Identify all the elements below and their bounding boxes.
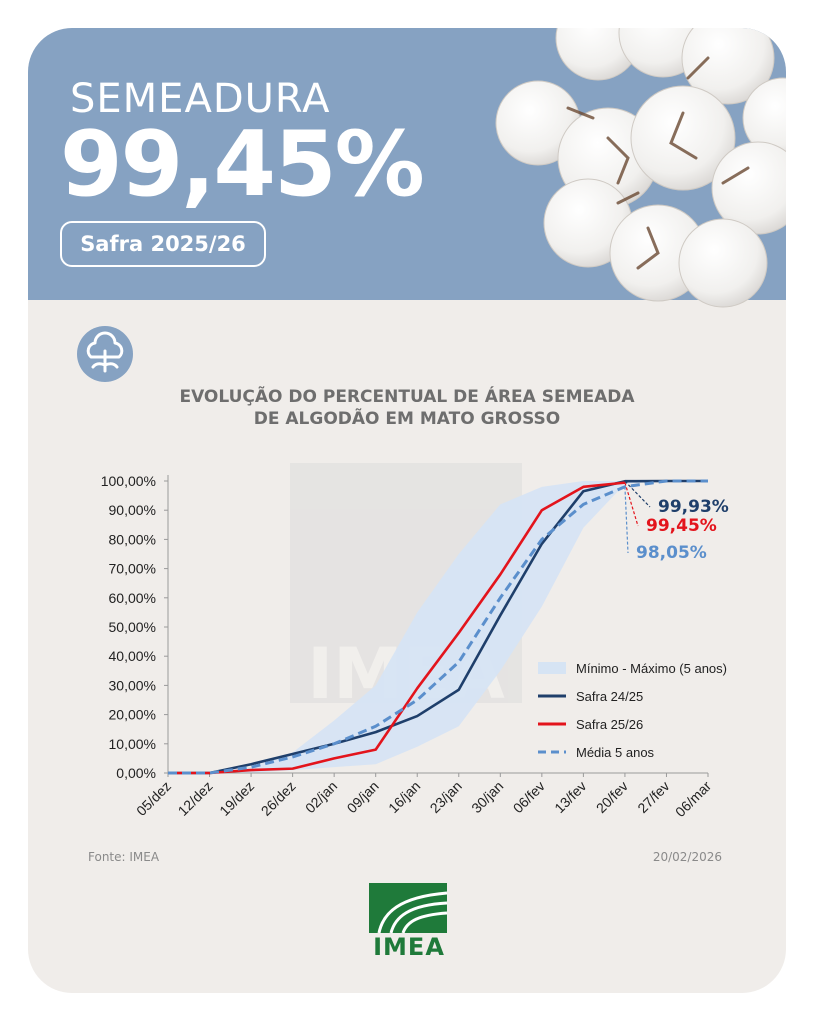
y-tick-label: 80,00% — [109, 531, 156, 547]
imea-logo — [369, 883, 447, 934]
legend-label-0: Safra 24/25 — [576, 689, 643, 704]
annotation-label-0: 99,93% — [658, 497, 729, 517]
series-line-1 — [168, 481, 626, 775]
season-badge: Safra 2025/26 — [60, 221, 266, 267]
x-tick-label: 06/fev — [510, 778, 548, 816]
infographic-card: SEMEADURA 99,45% Safra 2025/26 — [28, 28, 786, 993]
legend-swatch-band — [538, 662, 566, 674]
y-tick-label: 10,00% — [109, 736, 156, 752]
y-tick-label: 70,00% — [109, 561, 156, 577]
chart-title-line2: DE ALGODÃO EM MATO GROSSO — [253, 409, 561, 429]
band-min-max — [168, 481, 708, 773]
x-tick-label: 26/dez — [258, 778, 299, 819]
y-tick-label: 30,00% — [109, 677, 156, 693]
x-tick-label: 05/dez — [133, 778, 174, 819]
y-tick-label: 90,00% — [109, 502, 156, 518]
header-percent: 99,45% — [60, 112, 425, 217]
chart-title-line1: EVOLUÇÃO DO PERCENTUAL DE ÁREA SEMEADA — [179, 387, 635, 407]
x-tick-label: 13/fev — [551, 778, 589, 816]
x-tick-label: 09/jan — [344, 778, 382, 816]
x-tick-label: 27/fev — [634, 778, 672, 816]
series-line-2 — [168, 479, 708, 775]
legend-label-1: Safra 25/26 — [576, 717, 643, 732]
report-date: 20/02/2026 — [652, 850, 722, 864]
y-tick-label: 0,00% — [116, 765, 156, 781]
annotation-leader-2 — [624, 486, 629, 554]
chart-title: EVOLUÇÃO DO PERCENTUAL DE ÁREA SEMEADA D… — [28, 386, 786, 430]
annotation-label-1: 99,45% — [646, 516, 717, 536]
annotation-label-2: 98,05% — [636, 543, 707, 563]
x-tick-label: 20/fev — [593, 778, 631, 816]
x-tick-label: 19/dez — [216, 778, 257, 819]
x-tick-label: 12/dez — [175, 778, 216, 819]
cotton-image — [495, 28, 786, 308]
header-banner: SEMEADURA 99,45% Safra 2025/26 — [28, 28, 786, 308]
annotation-leader-1 — [624, 482, 639, 527]
source-note: Fonte: IMEA — [88, 850, 160, 864]
legend-label-band: Mínimo - Máximo (5 anos) — [576, 661, 727, 676]
legend-label-2: Média 5 anos — [576, 745, 655, 760]
x-tick-label: 06/mar — [672, 778, 714, 820]
y-tick-label: 40,00% — [109, 648, 156, 664]
x-tick-label: 30/jan — [468, 778, 506, 816]
y-tick-label: 100,00% — [101, 473, 156, 489]
cotton-icon — [77, 326, 133, 382]
x-tick-label: 23/jan — [427, 778, 465, 816]
y-tick-label: 60,00% — [109, 590, 156, 606]
sowing-chart: IMEA 0,00%10,00%20,00%30,00%40,00%50,00%… — [101, 463, 729, 820]
imea-logo-text: IMEA — [373, 933, 445, 961]
x-tick-label: 16/jan — [385, 778, 423, 816]
y-tick-label: 20,00% — [109, 707, 156, 723]
x-tick-label: 02/jan — [302, 778, 340, 816]
header-kicker: SEMEADURA — [70, 76, 331, 122]
annotation-leader-0 — [624, 480, 651, 508]
y-tick-label: 50,00% — [109, 619, 156, 635]
